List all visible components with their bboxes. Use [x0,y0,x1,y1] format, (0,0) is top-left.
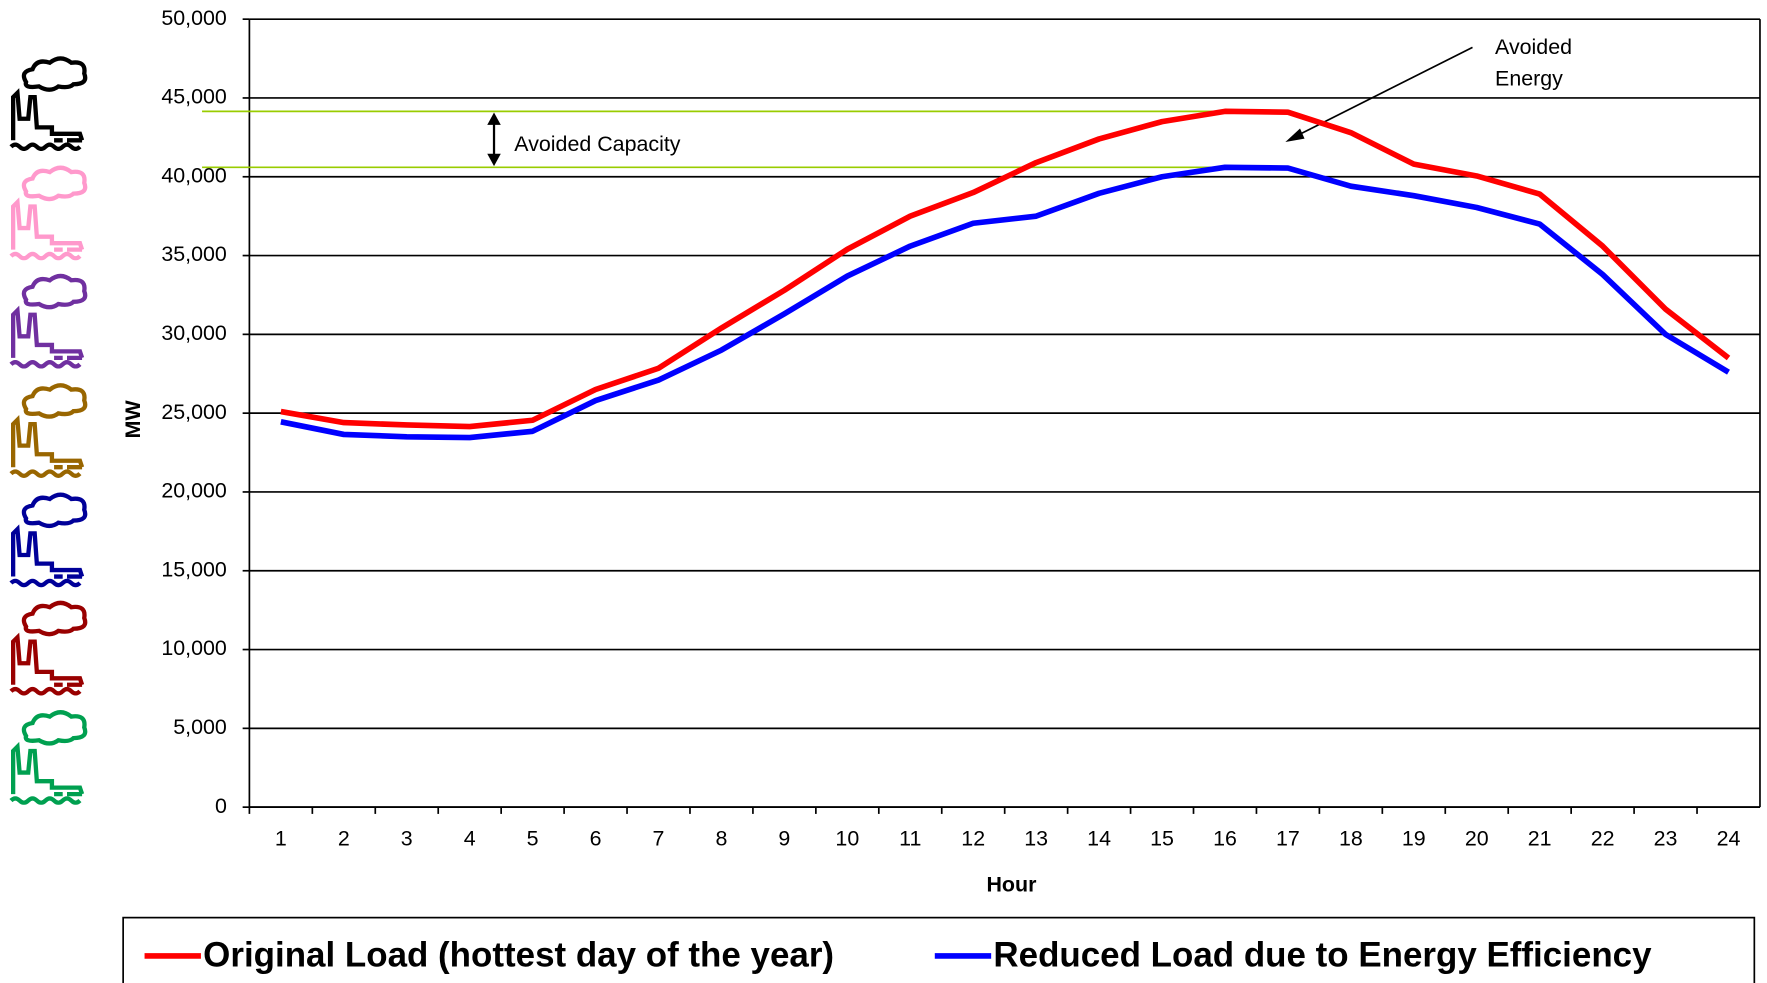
factory-icon [11,603,85,693]
x-tick-label: 16 [1213,826,1237,850]
x-tick-label: 5 [527,826,539,850]
arrow-head [1285,128,1305,143]
y-tick-label: 15,000 [161,557,227,581]
x-tick-label: 24 [1717,826,1741,850]
factory-icon [11,495,85,585]
factory-icon [11,168,85,258]
arrow-head [487,153,501,167]
x-tick-label: 2 [338,826,350,850]
legend-label: Reduced Load due to Energy Efficiency [993,935,1652,974]
factory-icons [11,58,85,802]
x-tick-label: 4 [464,826,476,850]
x-tick-label: 22 [1591,826,1615,850]
legend-box [122,916,1756,983]
y-tick-label: 45,000 [161,85,227,109]
x-axis-label: Hour [986,873,1036,897]
annotation: Energy [1495,67,1563,91]
x-tick-label: 6 [590,826,602,850]
y-tick-label: 20,000 [161,479,227,503]
y-axis-label: MW [121,400,145,439]
factory-icon [11,58,85,148]
arrow-head [487,112,501,125]
x-tick-label: 18 [1339,826,1363,850]
x-tick-label: 3 [401,826,413,850]
x-tick-label: 10 [835,826,859,850]
factory-icon [11,385,85,475]
y-tick-label: 0 [215,794,227,818]
x-tick-label: 8 [715,826,727,850]
factory-icon [11,712,85,802]
annotation: Avoided Capacity [514,132,680,156]
y-tick-label: 50,000 [161,6,227,30]
y-tick-label: 25,000 [161,400,227,424]
x-tick-label: 15 [1150,826,1174,850]
x-tick-label: 23 [1654,826,1678,850]
x-tick-label: 20 [1465,826,1489,850]
x-tick-label: 1 [275,826,287,850]
x-tick-label: 17 [1276,826,1300,850]
x-tick-label: 11 [899,826,921,850]
annotation: Avoided [1495,35,1572,59]
x-tick-label: 19 [1402,826,1426,850]
y-tick-label: 5,000 [173,715,227,739]
x-tick-label: 13 [1024,826,1048,850]
x-tick-label: 7 [653,826,665,850]
y-tick-label: 35,000 [161,242,227,266]
legend-label: Original Load (hottest day of the year) [203,935,834,974]
y-tick-label: 10,000 [161,636,227,660]
x-tick-label: 12 [961,826,985,850]
x-tick-label: 9 [778,826,790,850]
series-line [280,164,1730,441]
series-line [280,108,1731,430]
y-tick-label: 30,000 [161,321,227,345]
factory-icon [11,276,85,366]
x-tick-label: 21 [1528,826,1552,850]
x-tick-label: 14 [1087,826,1111,850]
